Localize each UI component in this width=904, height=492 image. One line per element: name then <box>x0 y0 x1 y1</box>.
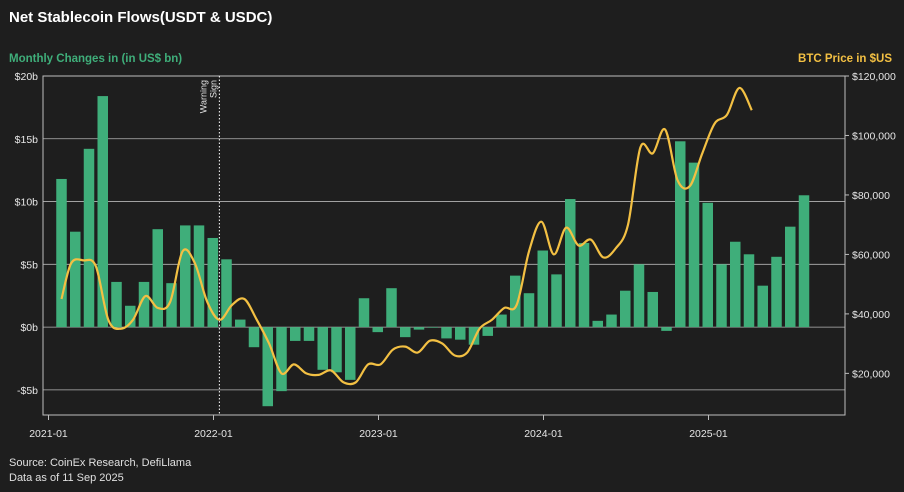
bar <box>496 314 507 328</box>
bar <box>798 195 810 328</box>
right-tick-label: $120,000 <box>852 71 896 83</box>
x-tick-label: 2021-01 <box>29 428 68 440</box>
left-tick-label: $20b <box>15 71 39 83</box>
warning-sign-label: Warning <box>198 80 208 113</box>
axes: -$5b $0b $5b $10b $15b $20b $20,000 $40,000 $60,… <box>15 71 896 440</box>
bar <box>331 327 342 373</box>
bar <box>620 290 631 328</box>
plot-frame <box>42 75 846 416</box>
bar <box>221 259 232 328</box>
warning-sign-label: Sign <box>208 80 218 98</box>
bar <box>111 281 122 328</box>
bar <box>757 285 768 328</box>
chart-title: Net Stablecoin Flows(USDT & USDC) <box>9 9 273 26</box>
bar <box>675 141 686 328</box>
bar <box>235 319 246 328</box>
source-text: Source: CoinEx Research, DefiLlama <box>9 457 192 469</box>
right-tick-label: $20,000 <box>852 368 890 380</box>
right-tick-label: $40,000 <box>852 309 890 321</box>
bar <box>510 275 521 328</box>
bar-series <box>56 96 810 407</box>
bar <box>427 327 438 328</box>
bar <box>606 314 617 328</box>
bar <box>468 327 480 345</box>
bar <box>482 327 493 336</box>
btc-price-line <box>60 86 753 386</box>
bar <box>138 281 150 328</box>
bar <box>207 237 218 328</box>
x-tick-label: 2025-01 <box>689 428 728 440</box>
bar <box>83 148 95 328</box>
left-tick-label: $15b <box>15 134 39 146</box>
x-tick-label: 2023-01 <box>359 428 398 440</box>
warning-sign-annotation: Warning Sign <box>198 76 220 415</box>
bar <box>97 96 108 328</box>
bar <box>633 264 645 328</box>
bar <box>303 327 315 341</box>
left-axis-label: Monthly Changes in (in US$ bn) <box>9 53 183 65</box>
bar <box>743 254 755 328</box>
bar <box>248 327 260 348</box>
right-tick-label: $80,000 <box>852 190 890 202</box>
btc-line-series <box>60 86 753 386</box>
bar <box>565 199 576 328</box>
bar <box>537 250 548 328</box>
left-tick-label: $5b <box>20 259 38 271</box>
bar <box>372 327 383 333</box>
bar <box>262 327 273 407</box>
bar <box>400 327 411 338</box>
bar <box>56 178 67 328</box>
bar <box>661 327 672 331</box>
bar <box>551 274 562 328</box>
bar <box>152 229 163 328</box>
bar <box>413 327 425 330</box>
right-tick-label: $100,000 <box>852 130 896 142</box>
footer: Source: CoinEx Research, DefiLlama Data … <box>9 456 191 486</box>
bar <box>647 291 658 328</box>
bar <box>730 241 741 328</box>
bar <box>166 283 177 328</box>
bar <box>180 225 191 328</box>
bar <box>716 264 727 328</box>
bar <box>702 202 713 328</box>
bar <box>455 327 466 340</box>
bar <box>317 327 328 370</box>
right-axis-label: BTC Price in $US <box>798 53 892 65</box>
date-text: Data as of 11 Sep 2025 <box>9 472 124 484</box>
bar <box>276 327 287 392</box>
x-tick-label: 2022-01 <box>194 428 233 440</box>
bar <box>441 327 452 339</box>
left-tick-label: -$5b <box>17 385 38 397</box>
x-tick-label: 2024-01 <box>524 428 563 440</box>
bar <box>592 320 603 328</box>
bar <box>578 242 590 328</box>
bar <box>688 162 700 328</box>
bar <box>125 305 136 328</box>
bar <box>785 226 796 328</box>
grid-lines <box>43 75 845 391</box>
bar <box>386 288 397 328</box>
bar <box>358 298 370 328</box>
left-tick-label: $0b <box>20 322 38 334</box>
bar <box>290 327 301 341</box>
bar <box>771 256 782 328</box>
bar <box>70 231 81 328</box>
bar <box>345 327 356 380</box>
left-tick-label: $10b <box>15 197 39 209</box>
right-tick-label: $60,000 <box>852 249 890 261</box>
bar <box>523 293 535 328</box>
